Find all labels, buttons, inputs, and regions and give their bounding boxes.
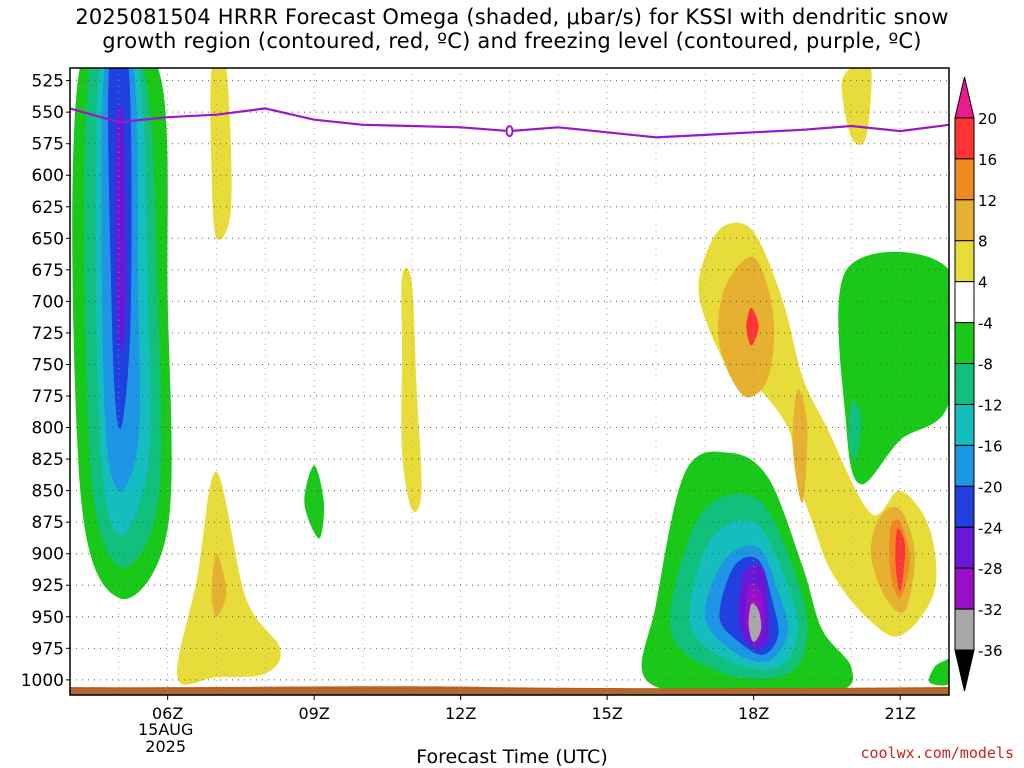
colorbar-bottom-triangle: [954, 649, 975, 692]
ground-fill: [70, 686, 949, 695]
x-tick-date: 15AUG: [138, 720, 193, 739]
omega-region-13: [718, 256, 775, 398]
colorbar-cell-10: [954, 485, 975, 528]
colorbar-label-20: 20: [978, 110, 997, 128]
x-tick-label-15Z: 15Z: [592, 704, 623, 723]
x-tick-label-09Z: 09Z: [299, 704, 330, 723]
colorbar-cell-4: [954, 240, 975, 283]
omega-region-11: [841, 68, 872, 145]
colorbar-cell-7: [954, 363, 975, 405]
omega-region-10: [304, 465, 325, 539]
colorbar-cell-9: [954, 444, 975, 487]
y-tick-label-850: 850: [32, 482, 64, 502]
chart-title-line1: 2025081504 HRRR Forecast Omega (shaded, …: [75, 5, 949, 29]
colorbar-top-triangle: [954, 76, 975, 119]
y-axis: 525 550 575 600 625 650 675 700 725 750 775 800 825 8…: [21, 72, 70, 691]
y-tick-label-650: 650: [32, 229, 64, 249]
x-tick-label-12Z: 12Z: [445, 704, 476, 723]
colorbar-cell-2: [954, 158, 975, 201]
freezing-level-contour: [69, 107, 950, 139]
y-tick-label-900: 900: [32, 545, 64, 565]
y-tick-label-675: 675: [32, 261, 64, 281]
colorbar-label--12: -12: [978, 396, 1003, 414]
colorbar: 20 16 12 8 4 -4 -8 -12 -16 -20 -24 -28 -32 -36: [954, 76, 1003, 692]
y-tick-label-875: 875: [32, 513, 64, 533]
colorbar-label-12: 12: [978, 192, 997, 210]
omega-region-21: [928, 659, 949, 686]
x-tick-label-06Z: 06Z: [152, 704, 183, 723]
y-tick-label-1000: 1000: [21, 671, 64, 691]
chart-title: 2025081504 HRRR Forecast Omega (shaded, …: [0, 5, 1024, 53]
colorbar-label--36: -36: [978, 642, 1003, 660]
colorbar-cell-12: [954, 567, 975, 610]
site-credit: coolwx.com/models: [860, 744, 1014, 762]
y-tick-label-625: 625: [32, 198, 64, 218]
y-tick-label-575: 575: [32, 135, 64, 155]
y-tick-label-725: 725: [32, 324, 64, 344]
colorbar-label--28: -28: [978, 560, 1003, 578]
plot-frame: [69, 67, 950, 696]
omega-region-8: [176, 471, 281, 685]
omega-region-15: [792, 389, 808, 504]
y-tick-label-800: 800: [32, 419, 64, 439]
y-tick-label-700: 700: [32, 292, 64, 312]
omega-region-20: [848, 401, 862, 460]
omega-region-19: [838, 251, 949, 485]
x-tick-label-18Z: 18Z: [738, 704, 769, 723]
colorbar-label--16: -16: [978, 437, 1003, 455]
colorbar-cell-13: [954, 608, 975, 651]
colorbar-label--24: -24: [978, 519, 1003, 537]
freezing-level-label-marker: [505, 125, 514, 138]
colorbar-label--4: -4: [978, 315, 993, 333]
y-tick-label-950: 950: [32, 608, 64, 628]
x-tick-label-21Z: 21Z: [885, 704, 916, 723]
y-tick-label-550: 550: [32, 103, 64, 123]
colorbar-cell-1: [954, 117, 975, 160]
colorbar-label-4: 4: [978, 274, 988, 292]
x-axis-label: Forecast Time (UTC): [416, 746, 608, 768]
y-tick-label-925: 925: [32, 576, 64, 596]
colorbar-label-16: 16: [978, 151, 997, 169]
omega-region-29: [748, 603, 762, 643]
omega-region-5: [115, 104, 127, 352]
y-tick-label-525: 525: [32, 72, 64, 92]
y-tick-label-775: 775: [32, 387, 64, 407]
colorbar-cell-11: [954, 526, 975, 569]
colorbar-label--8: -8: [978, 356, 993, 374]
x-tick-year: 2025: [145, 737, 186, 756]
y-tick-label-975: 975: [32, 639, 64, 659]
omega-shading: [72, 68, 949, 695]
colorbar-cell-5: [954, 281, 975, 324]
omega-region-6: [210, 68, 232, 240]
colorbar-cell-8: [954, 403, 975, 446]
colorbar-label--20: -20: [978, 478, 1003, 496]
colorbar-label--32: -32: [978, 601, 1003, 619]
chart-title-line2: growth region (contoured, red, ºC) and f…: [102, 29, 922, 53]
y-tick-label-600: 600: [32, 166, 64, 186]
colorbar-cell-6: [954, 322, 975, 365]
omega-region-14: [746, 307, 759, 346]
y-tick-label-750: 750: [32, 355, 64, 375]
colorbar-label-8: 8: [978, 233, 988, 251]
omega-region-18: [895, 528, 906, 592]
omega-region-7: [401, 267, 422, 513]
omega-region-9: [211, 553, 227, 617]
ground-surface: [70, 686, 949, 695]
colorbar-cell-3: [954, 199, 975, 242]
y-tick-label-825: 825: [32, 450, 64, 470]
